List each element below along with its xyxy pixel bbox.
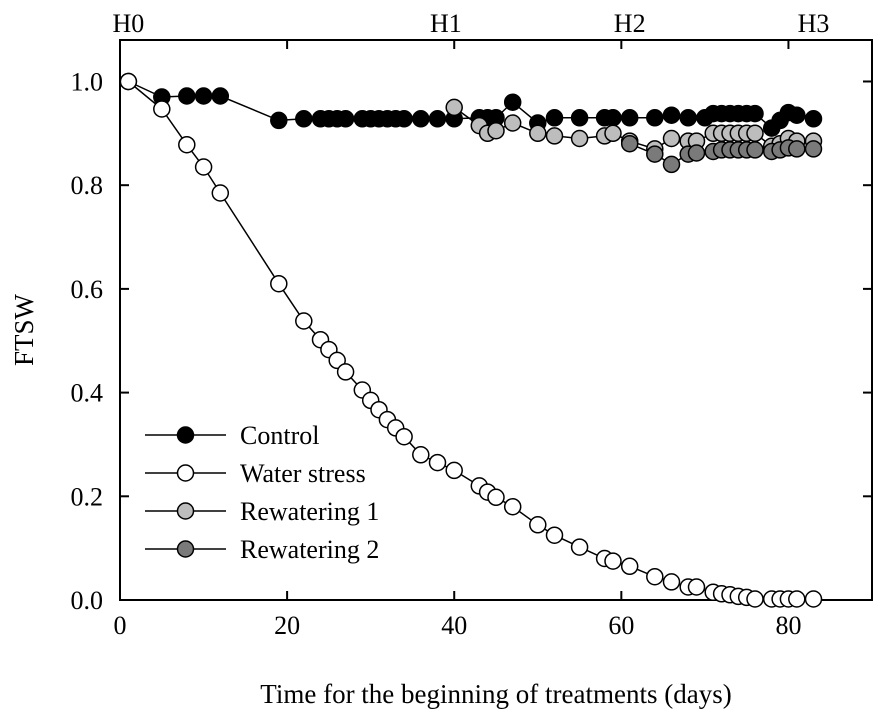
- harvest-label-h0: H0: [112, 9, 144, 38]
- data-point-water-stress: [746, 590, 764, 608]
- y-tick-label: 0.6: [71, 275, 104, 304]
- data-point-rewatering-1: [746, 124, 764, 143]
- series-water-stress: [119, 72, 823, 608]
- data-point-rewatering-2: [662, 155, 681, 174]
- data-point-water-stress: [211, 184, 230, 202]
- data-point-control: [570, 109, 589, 127]
- data-point-control: [428, 110, 447, 128]
- data-point-control: [211, 87, 230, 105]
- legend-label-rewatering-1: Rewatering 1: [240, 497, 379, 526]
- data-point-control: [804, 110, 823, 128]
- data-point-control: [679, 109, 697, 127]
- data-point-water-stress: [428, 453, 447, 472]
- legend-marker-control: [176, 426, 195, 444]
- plot-frame: [119, 39, 873, 601]
- data-point-rewatering-1: [503, 114, 522, 132]
- data-point-control: [503, 93, 522, 111]
- legend-label-rewatering-2: Rewatering 2: [240, 535, 379, 564]
- data-point-water-stress: [395, 427, 413, 446]
- data-point-rewatering-2: [746, 141, 764, 159]
- data-point-water-stress: [620, 557, 639, 576]
- data-point-water-stress: [336, 363, 355, 381]
- data-point-control: [270, 111, 288, 130]
- data-point-control: [395, 110, 413, 128]
- data-point-water-stress: [570, 538, 589, 556]
- data-point-control: [178, 87, 196, 105]
- data-point-control: [620, 109, 639, 127]
- data-point-rewatering-1: [529, 124, 547, 143]
- data-point-water-stress: [270, 274, 288, 293]
- data-point-rewatering-1: [487, 121, 505, 140]
- x-tick-label: 60: [608, 611, 634, 640]
- data-point-water-stress: [529, 516, 547, 534]
- x-tick-label: 20: [274, 611, 300, 640]
- x-tick-label: 40: [441, 611, 467, 640]
- y-tick-label: 0.2: [71, 482, 104, 511]
- data-point-rewatering-2: [646, 145, 664, 163]
- legend: Control Water stress Rewatering 1 Rewaterin…: [145, 421, 379, 564]
- harvest-label-h2: H2: [614, 9, 646, 38]
- series-control: [119, 72, 823, 137]
- data-point-rewatering-2: [687, 144, 706, 162]
- legend-marker-rewatering-1: [176, 502, 195, 520]
- data-point-water-stress: [153, 100, 171, 118]
- data-point-water-stress: [412, 446, 430, 464]
- series-rewatering-2: [620, 134, 823, 174]
- x-tick-label: 0: [114, 611, 127, 640]
- data-point-control: [412, 110, 430, 128]
- data-point-rewatering-1: [604, 124, 622, 143]
- harvest-label-h1: H1: [430, 9, 462, 38]
- data-point-rewatering-1: [545, 127, 564, 145]
- data-point-control: [746, 104, 764, 123]
- data-point-rewatering-1: [662, 129, 681, 148]
- y-tick-label: 0.8: [71, 171, 104, 200]
- data-point-water-stress: [119, 72, 138, 91]
- data-point-water-stress: [804, 590, 823, 608]
- data-point-control: [662, 106, 681, 124]
- data-point-water-stress: [487, 488, 505, 507]
- y-tick-label: 1.0: [71, 67, 104, 96]
- harvest-label-h3: H3: [798, 9, 830, 38]
- data-point-water-stress: [445, 461, 463, 480]
- data-point-water-stress: [503, 497, 522, 516]
- legend-marker-water-stress: [176, 464, 195, 482]
- data-point-rewatering-1: [445, 98, 463, 117]
- axes-group: 0 20 40 60 80 0.0 0.2 0.4 0.6 0.8 1.0 H0 H1 H2 H3: [71, 9, 872, 640]
- data-point-control: [788, 106, 806, 124]
- data-point-water-stress: [178, 135, 196, 154]
- legend-marker-rewatering-2: [176, 540, 195, 558]
- data-point-water-stress: [646, 567, 664, 586]
- x-axis-label: Time for the beginning of treatments (da…: [260, 679, 731, 709]
- data-point-water-stress: [545, 526, 564, 544]
- data-point-rewatering-2: [620, 134, 639, 153]
- data-point-control: [194, 87, 213, 105]
- series-group: [119, 72, 823, 608]
- legend-label-control: Control: [240, 421, 319, 450]
- data-point-water-stress: [194, 158, 213, 176]
- y-tick-label: 0.0: [71, 586, 104, 615]
- data-point-control: [336, 110, 355, 128]
- data-point-water-stress: [604, 552, 622, 570]
- y-axis-label: FTSW: [9, 293, 39, 366]
- data-point-water-stress: [662, 573, 681, 591]
- data-point-control: [646, 109, 664, 127]
- x-tick-label: 80: [775, 611, 801, 640]
- y-tick-label: 0.4: [71, 379, 104, 408]
- data-point-water-stress: [687, 578, 706, 596]
- data-point-control: [545, 109, 564, 127]
- data-point-control: [295, 110, 313, 128]
- data-point-water-stress: [788, 590, 806, 608]
- data-point-control: [604, 109, 622, 127]
- data-point-water-stress: [295, 312, 313, 330]
- data-point-rewatering-2: [804, 140, 823, 158]
- data-point-rewatering-2: [788, 140, 806, 158]
- data-point-rewatering-1: [570, 129, 589, 148]
- legend-label-water-stress: Water stress: [240, 459, 366, 488]
